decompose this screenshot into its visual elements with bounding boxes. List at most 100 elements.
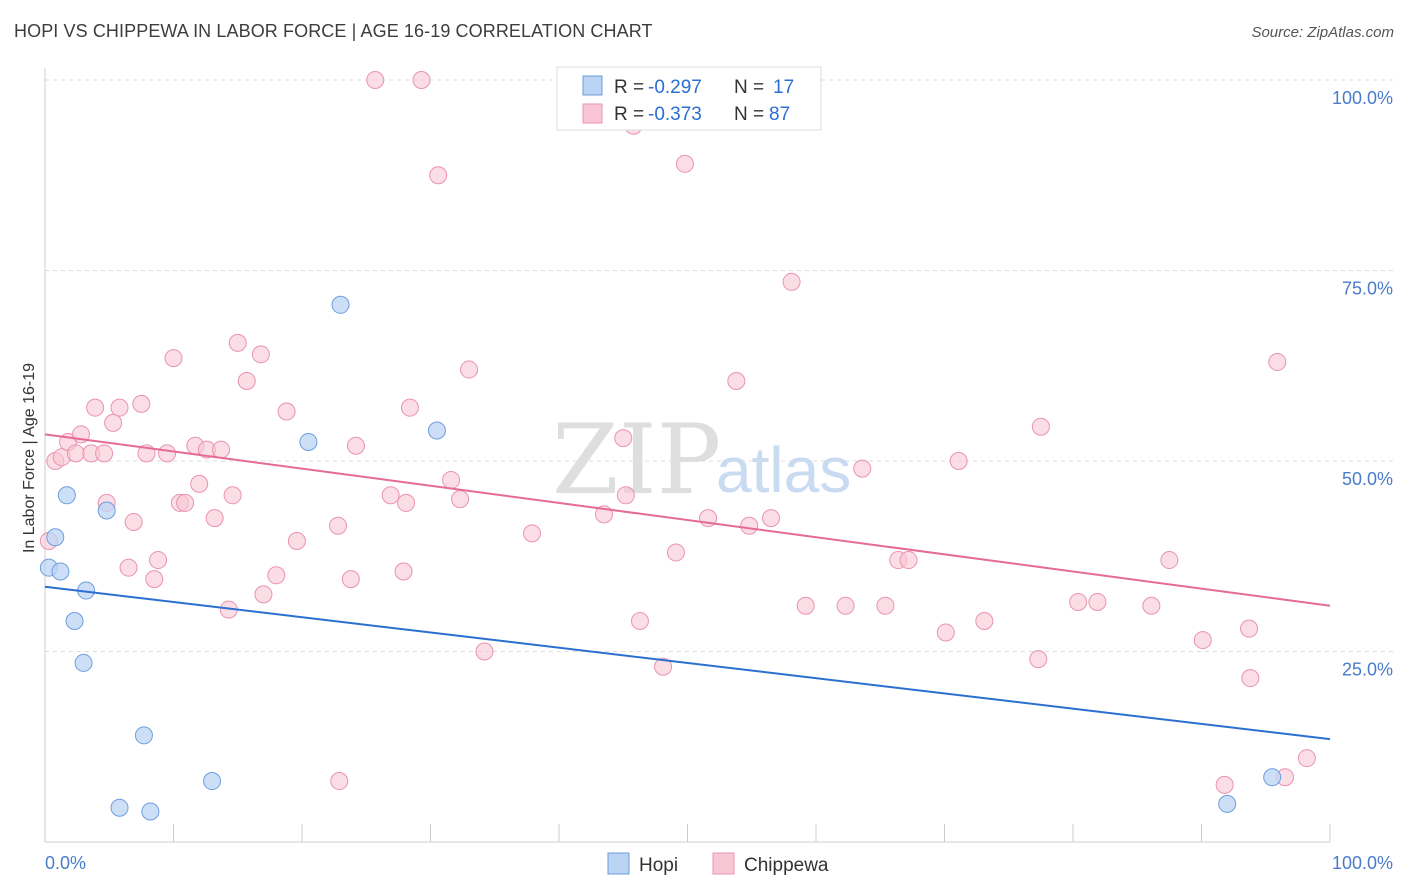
- hopi-trend-line: [44, 585, 1331, 741]
- legend-chippewa-r-value: -0.373: [648, 104, 702, 125]
- chippewa-point: [228, 333, 247, 352]
- legend-hopi-r-value: -0.297: [648, 77, 702, 98]
- legend-top: R = -0.297 N = 17 R = -0.373 N = 87: [556, 66, 822, 131]
- chippewa-point: [782, 272, 801, 291]
- chippewa-point: [95, 444, 114, 463]
- watermark-zip: ZIP: [552, 404, 721, 516]
- legend-bottom-hopi-label: Hopi: [639, 855, 678, 876]
- chippewa-point: [1268, 352, 1287, 371]
- chippewa-point: [949, 452, 968, 470]
- hopi-point: [57, 486, 76, 505]
- chippewa-point: [853, 459, 872, 478]
- chippewa-point: [523, 524, 542, 543]
- chippewa-point: [1029, 650, 1048, 669]
- chippewa-point: [251, 345, 270, 364]
- chippewa-point: [394, 562, 413, 581]
- watermark-atlas: atlas: [716, 434, 851, 506]
- legend-chippewa-r-label: R =: [614, 104, 644, 125]
- chippewa-point: [158, 444, 177, 463]
- chippewa-point: [1069, 592, 1088, 611]
- chippewa-point: [66, 444, 85, 463]
- chippewa-point: [442, 471, 461, 490]
- chippewa-point: [145, 570, 164, 589]
- chippewa-point: [654, 657, 673, 676]
- chippewa-point: [876, 596, 895, 615]
- chippewa-point: [366, 71, 385, 89]
- axes: [44, 68, 1331, 843]
- chippewa-series: [39, 71, 1316, 794]
- chippewa-point: [475, 642, 494, 661]
- chippewa-point: [1031, 417, 1050, 436]
- hopi-point: [331, 295, 350, 314]
- chippewa-point: [614, 429, 633, 448]
- hopi-point: [74, 653, 93, 672]
- chippewa-point: [164, 349, 183, 368]
- chippewa-point: [119, 558, 138, 577]
- hopi-point: [1218, 794, 1237, 813]
- chippewa-point: [727, 371, 746, 390]
- hopi-point: [110, 798, 129, 817]
- chippewa-point: [836, 596, 855, 615]
- hopi-series: [39, 295, 1282, 821]
- legend-hopi-r-label: R =: [614, 77, 644, 98]
- y-axis-label: In Labor Force | Age 16-19: [21, 363, 38, 553]
- chippewa-point: [460, 360, 479, 379]
- legend-hopi-n-label: N =: [734, 77, 764, 98]
- hopi-point: [97, 501, 116, 520]
- chippewa-point: [190, 474, 209, 493]
- chippewa-point: [616, 486, 635, 505]
- chippewa-point: [205, 509, 224, 528]
- chippewa-point: [223, 486, 242, 505]
- chippewa-point: [176, 493, 195, 512]
- legend-hopi-swatch: [582, 75, 603, 96]
- hopi-point: [203, 772, 222, 791]
- hopi-point: [46, 528, 65, 547]
- hopi-point: [427, 421, 446, 440]
- x-tick-label: 0.0%: [45, 853, 86, 873]
- legend-bottom: Hopi Chippewa: [607, 852, 829, 876]
- chippewa-point: [762, 509, 781, 528]
- chippewa-point: [330, 772, 349, 791]
- chippewa-point: [429, 166, 448, 185]
- chippewa-point: [1088, 592, 1107, 611]
- trend-lines: [44, 433, 1331, 741]
- source-label: Source: ZipAtlas.com: [1251, 24, 1394, 41]
- chippewa-point: [287, 532, 306, 551]
- legend-hopi-n-value: 17: [773, 77, 794, 98]
- chippewa-point: [451, 490, 470, 509]
- legend-bottom-hopi-swatch: [607, 852, 630, 875]
- chippewa-point: [110, 398, 129, 417]
- legend-bottom-chippewa-swatch: [712, 852, 735, 875]
- chippewa-point: [149, 551, 168, 570]
- chippewa-point: [936, 623, 955, 642]
- chippewa-point: [381, 486, 400, 505]
- hopi-point: [141, 802, 160, 821]
- chippewa-point: [397, 493, 416, 512]
- chippewa-point: [328, 516, 347, 535]
- chippewa-point: [1142, 596, 1161, 615]
- hopi-point: [1263, 768, 1282, 787]
- chippewa-point: [630, 612, 649, 631]
- chippewa-point: [740, 516, 759, 535]
- chart-title: HOPI VS CHIPPEWA IN LABOR FORCE | AGE 16…: [14, 21, 653, 41]
- legend-chippewa-swatch: [582, 103, 603, 124]
- chippewa-point: [796, 596, 815, 615]
- y-tick-label: 75.0%: [1342, 279, 1393, 299]
- x-tick-label: 100.0%: [1332, 853, 1393, 873]
- chippewa-point: [212, 440, 231, 459]
- y-tick-label: 100.0%: [1332, 88, 1393, 108]
- chippewa-point: [1240, 619, 1259, 638]
- hopi-point: [134, 726, 153, 745]
- hopi-point: [51, 562, 70, 581]
- hopi-point: [65, 612, 84, 631]
- legend-bottom-chippewa-label: Chippewa: [744, 855, 829, 876]
- chippewa-trend-line: [44, 433, 1331, 607]
- chippewa-point: [1215, 775, 1234, 794]
- chippewa-point: [346, 436, 365, 455]
- grid-lines: [45, 79, 1395, 652]
- chippewa-point: [675, 154, 694, 173]
- chippewa-point: [341, 570, 360, 589]
- hopi-point: [299, 432, 318, 451]
- chippewa-point: [132, 394, 151, 413]
